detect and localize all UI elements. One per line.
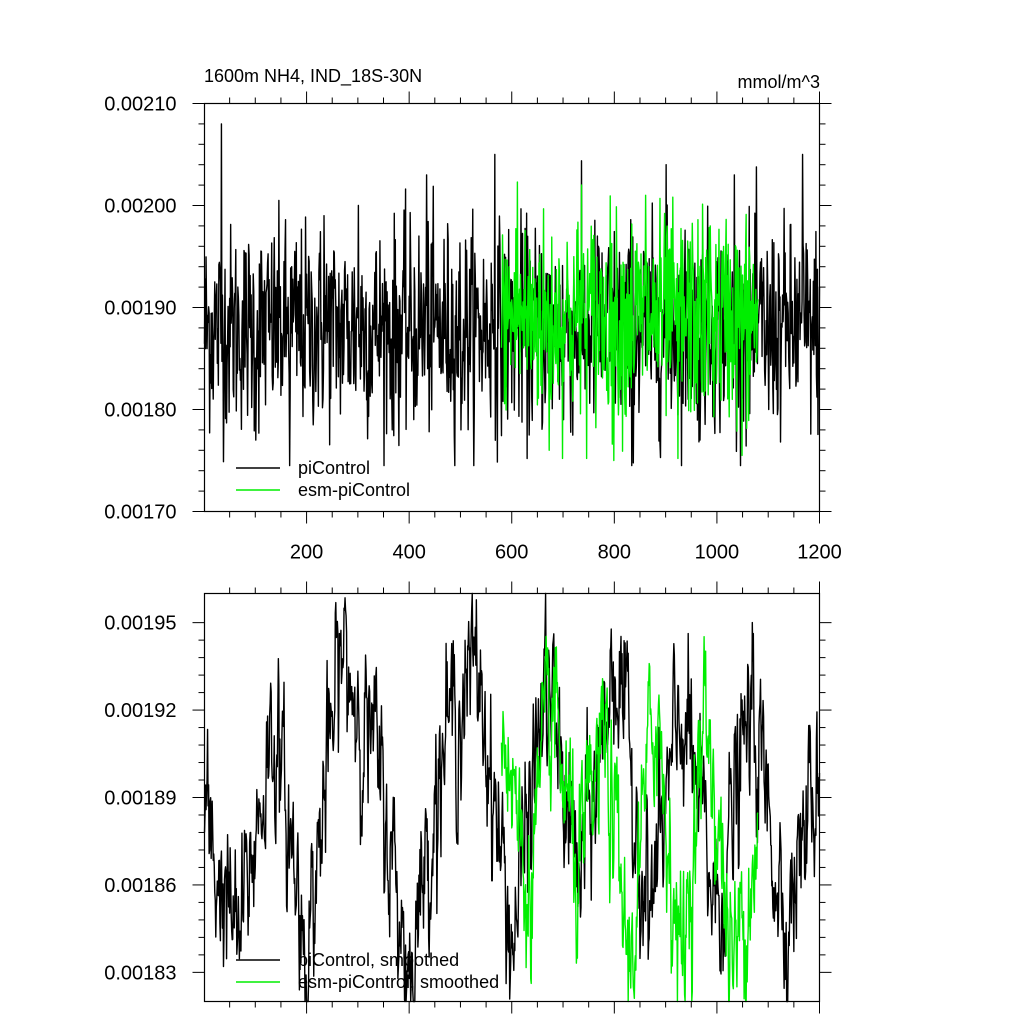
y-tick-label-top-4: 0.00210: [104, 94, 176, 116]
x-tick-label-0: 200: [290, 542, 323, 564]
y-tick-label-bottom-4: 0.00195: [104, 613, 176, 635]
y-tick-label-top-2: 0.00190: [104, 298, 176, 320]
legend-label-picontrol-smoothed: piControl, smoothed: [298, 950, 459, 970]
y-tick-label-bottom-2: 0.00189: [104, 788, 176, 810]
units-label: mmol/m^3: [738, 72, 820, 92]
legend-label-esm-picontrol-smoothed: esm-piControl, smoothed: [298, 972, 499, 992]
chart-title: 1600m NH4, IND_18S-30N: [204, 66, 422, 87]
y-axis-top: 0.00170 0.00180 0.00190 0.00200 0.00210: [104, 94, 832, 524]
panel-top: 1600m NH4, IND_18S-30N mmol/m^3 0.001700…: [104, 66, 842, 564]
series-line-top-1: [500, 181, 759, 462]
panel-bottom: 0.00183 0.00186 0.00189 0.00192 0.00195 piCo…: [104, 581, 832, 1014]
y-tick-label-bottom-0: 0.00183: [104, 962, 176, 984]
legend-bottom: piControl, smoothed esm-piControl, smoot…: [236, 950, 499, 992]
x-tick-label-5: 1200: [797, 542, 842, 564]
x-axis-bottom: [229, 581, 820, 1014]
x-tick-label-4: 1000: [695, 542, 740, 564]
plot-area-bottom: [203, 592, 821, 1003]
legend-label-esm-picontrol: esm-piControl: [298, 480, 410, 500]
x-axis-top: 200 400 600 800 1000 1200: [229, 91, 842, 564]
y-tick-label-top-1: 0.00180: [104, 400, 176, 422]
y-tick-label-bottom-1: 0.00186: [104, 875, 176, 897]
y-tick-label-top-0: 0.00170: [104, 502, 176, 524]
y-tick-label-top-3: 0.00200: [104, 196, 176, 218]
plot-area-top: [203, 123, 821, 467]
x-tick-label-1: 400: [392, 542, 425, 564]
legend-label-picontrol: piControl: [298, 458, 370, 478]
y-axis-bottom: 0.00183 0.00186 0.00189 0.00192 0.00195: [104, 613, 832, 984]
x-tick-label-3: 800: [598, 542, 631, 564]
legend-top: piControl esm-piControl: [236, 458, 410, 500]
series-line-bottom-1: [500, 635, 759, 1003]
y-tick-label-bottom-3: 0.00192: [104, 700, 176, 722]
x-tick-label-2: 600: [495, 542, 528, 564]
